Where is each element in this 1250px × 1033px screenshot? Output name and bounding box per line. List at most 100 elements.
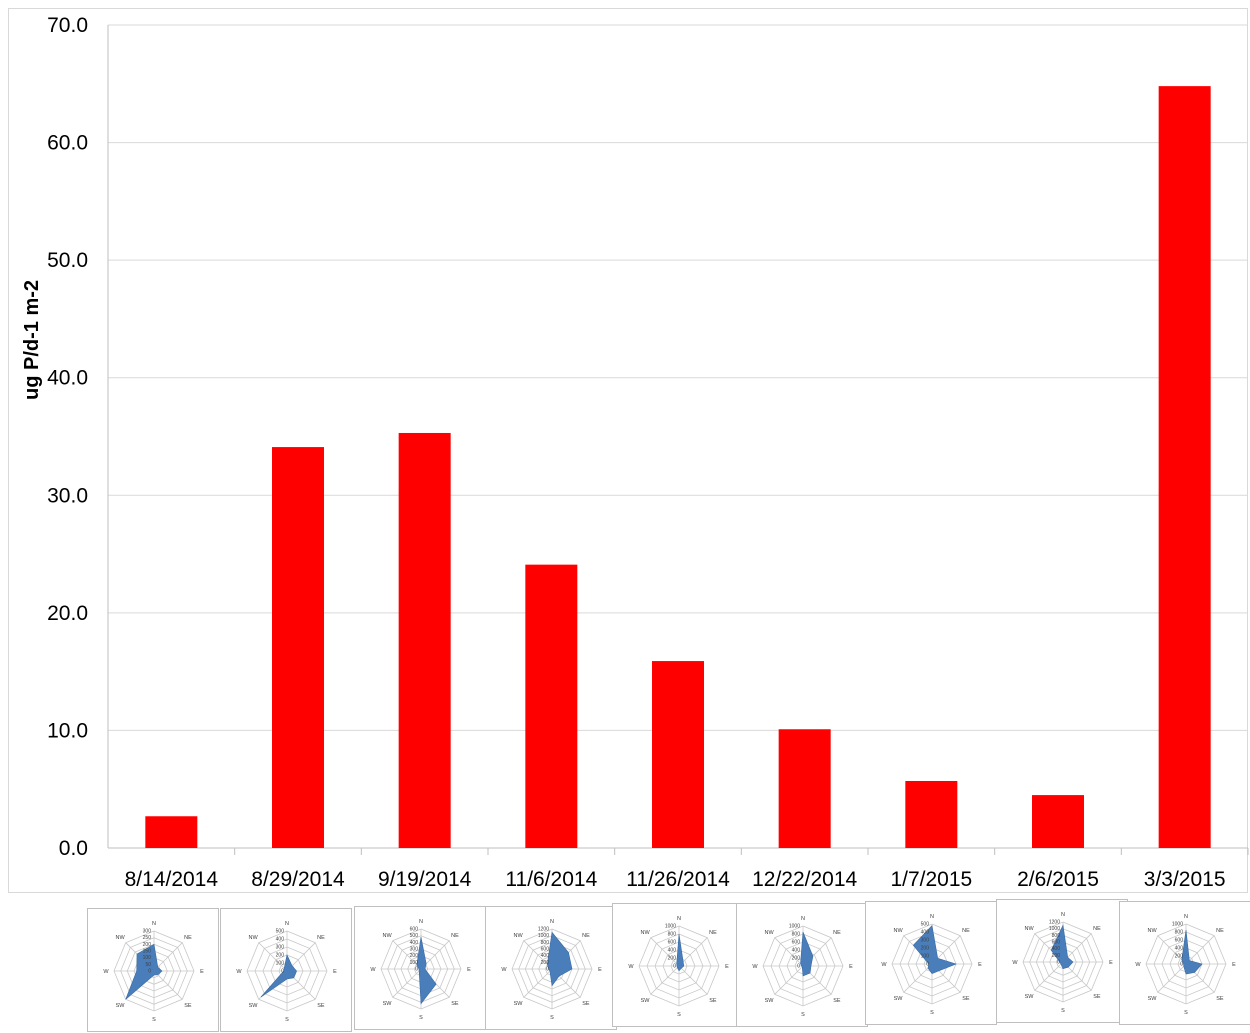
rose-direction-label: SE [833, 998, 841, 1004]
rose-spoke [774, 965, 804, 995]
rose-direction-label: SW [116, 1003, 126, 1009]
rose-tick-label: 200 [921, 946, 930, 952]
rose-spoke [153, 970, 183, 1000]
rose-direction-label: N [677, 916, 681, 922]
rose-tick-label: 200 [276, 953, 285, 959]
rose-tick-label: 300 [143, 929, 152, 935]
rose-spoke [650, 937, 680, 967]
rose-tick-label: 100 [276, 961, 285, 967]
rose-tick-label: 600 [410, 927, 419, 933]
rose-tick-label: 500 [276, 929, 285, 935]
rose-direction-label: W [501, 967, 507, 973]
rose-direction-label: NE [1216, 928, 1224, 934]
rose-tick-label: 600 [668, 940, 677, 946]
rose-direction-label: NW [1024, 926, 1034, 932]
x-tick-label: 8/14/2014 [125, 868, 219, 891]
rose-direction-label: E [467, 967, 471, 973]
bar [778, 729, 831, 848]
rose-spoke [392, 968, 422, 998]
chart-area [8, 8, 1248, 893]
bar [1032, 795, 1084, 848]
rose-direction-label: SE [317, 1003, 325, 1009]
rose-series [260, 954, 297, 998]
rose-tick-label: 600 [1052, 940, 1061, 946]
rose-tick-label: 1000 [1172, 922, 1183, 928]
bar [145, 816, 198, 848]
rose-direction-label: N [419, 919, 423, 925]
rose-direction-label: W [1135, 962, 1141, 968]
rose-tick-label: 400 [668, 948, 677, 954]
rose-direction-label: S [550, 1015, 554, 1021]
rose-direction-label: NW [115, 935, 125, 941]
rose-tick-label: 1000 [665, 924, 676, 930]
rose-tick-label: 0 [797, 964, 800, 970]
rose-spoke [258, 942, 288, 972]
y-tick-label: 20.0 [47, 602, 88, 625]
rose-tick-label: 0 [546, 967, 549, 973]
rose-direction-label: SW [249, 1003, 259, 1009]
bar [398, 432, 451, 848]
rose-spoke [650, 965, 680, 995]
wind-rose-strip: 0 50 100 150 200 250 300 N NE E SE S SW W NW 0 100 200 300… [0, 895, 1250, 1033]
rose-direction-label: NE [962, 928, 970, 934]
rose-spoke [153, 942, 183, 972]
rose-tick-label: 300 [276, 945, 285, 951]
rose-direction-label: NE [184, 935, 192, 941]
y-tick-label: 50.0 [47, 249, 88, 272]
rose-direction-label: SW [514, 1001, 524, 1007]
rose-direction-label: S [285, 1017, 289, 1023]
rose-direction-label: NW [382, 933, 392, 939]
rose-direction-label: N [285, 921, 289, 927]
rose-series [1050, 924, 1074, 970]
rose-direction-label: E [725, 964, 729, 970]
rose-direction-label: S [419, 1015, 423, 1021]
rose-tick-label: 500 [410, 933, 419, 939]
wind-rose: 0 200 400 600 800 1000 N NE E SE S SW W NW [1119, 901, 1250, 1025]
rose-direction-label: NW [1147, 928, 1157, 934]
rose-tick-label: 400 [276, 937, 285, 943]
rose-direction-label: SE [709, 998, 717, 1004]
rose-tick-label: 1200 [538, 927, 549, 933]
bar [652, 661, 704, 848]
rose-spoke [1034, 961, 1064, 991]
rose-tick-label: 0 [415, 967, 418, 973]
rose-direction-label: W [1012, 960, 1018, 966]
rose-tick-label: 100 [921, 954, 930, 960]
rose-direction-label: SE [451, 1001, 459, 1007]
rose-direction-label: E [849, 964, 853, 970]
rose-direction-label: W [236, 969, 242, 975]
rose-tick-label: 400 [410, 940, 419, 946]
y-tick-label: 30.0 [47, 484, 88, 507]
rose-tick-label: 800 [1052, 933, 1061, 939]
wind-rose: 0 200 400 600 800 1000 N NE E SE S SW W NW [612, 903, 744, 1027]
wind-rose: 0 100 200 300 400 500 600 N NE E SE S SW W NW [354, 906, 486, 1030]
rose-tick-label: 800 [541, 940, 550, 946]
rose-direction-label: E [598, 967, 602, 973]
bar [525, 564, 578, 848]
rose-direction-label: N [1061, 912, 1065, 918]
rose-direction-label: S [152, 1017, 156, 1023]
rose-direction-label: NE [709, 930, 717, 936]
rose-tick-label: 800 [1175, 930, 1184, 936]
wind-rose: 0 200 400 600 800 1000 1200 N NE E SE S SW W NW [996, 899, 1128, 1023]
rose-direction-label: NW [248, 935, 258, 941]
rose-direction-label: SE [582, 1001, 590, 1007]
rose-tick-label: 400 [541, 953, 550, 959]
rose-direction-label: N [550, 919, 554, 925]
rose-direction-label: NE [1093, 926, 1101, 932]
rose-direction-label: NE [833, 930, 841, 936]
rose-direction-label: SW [641, 998, 651, 1004]
x-tick-label: 12/22/2014 [752, 868, 857, 891]
rose-tick-label: 200 [792, 956, 801, 962]
x-tick-label: 8/29/2014 [251, 868, 345, 891]
rose-tick-label: 1000 [538, 933, 549, 939]
rose-spoke [523, 968, 553, 998]
rose-direction-label: E [978, 962, 982, 968]
rose-tick-label: 0 [926, 962, 929, 968]
wind-rose: 0 100 200 300 400 500 N NE E SE S SW W NW [865, 901, 997, 1025]
rose-tick-label: 1000 [1049, 926, 1060, 932]
rose-tick-label: 200 [1052, 953, 1061, 959]
rose-direction-label: S [677, 1012, 681, 1018]
x-tick-label: 2/6/2015 [1017, 868, 1099, 891]
rose-tick-label: 600 [792, 940, 801, 946]
